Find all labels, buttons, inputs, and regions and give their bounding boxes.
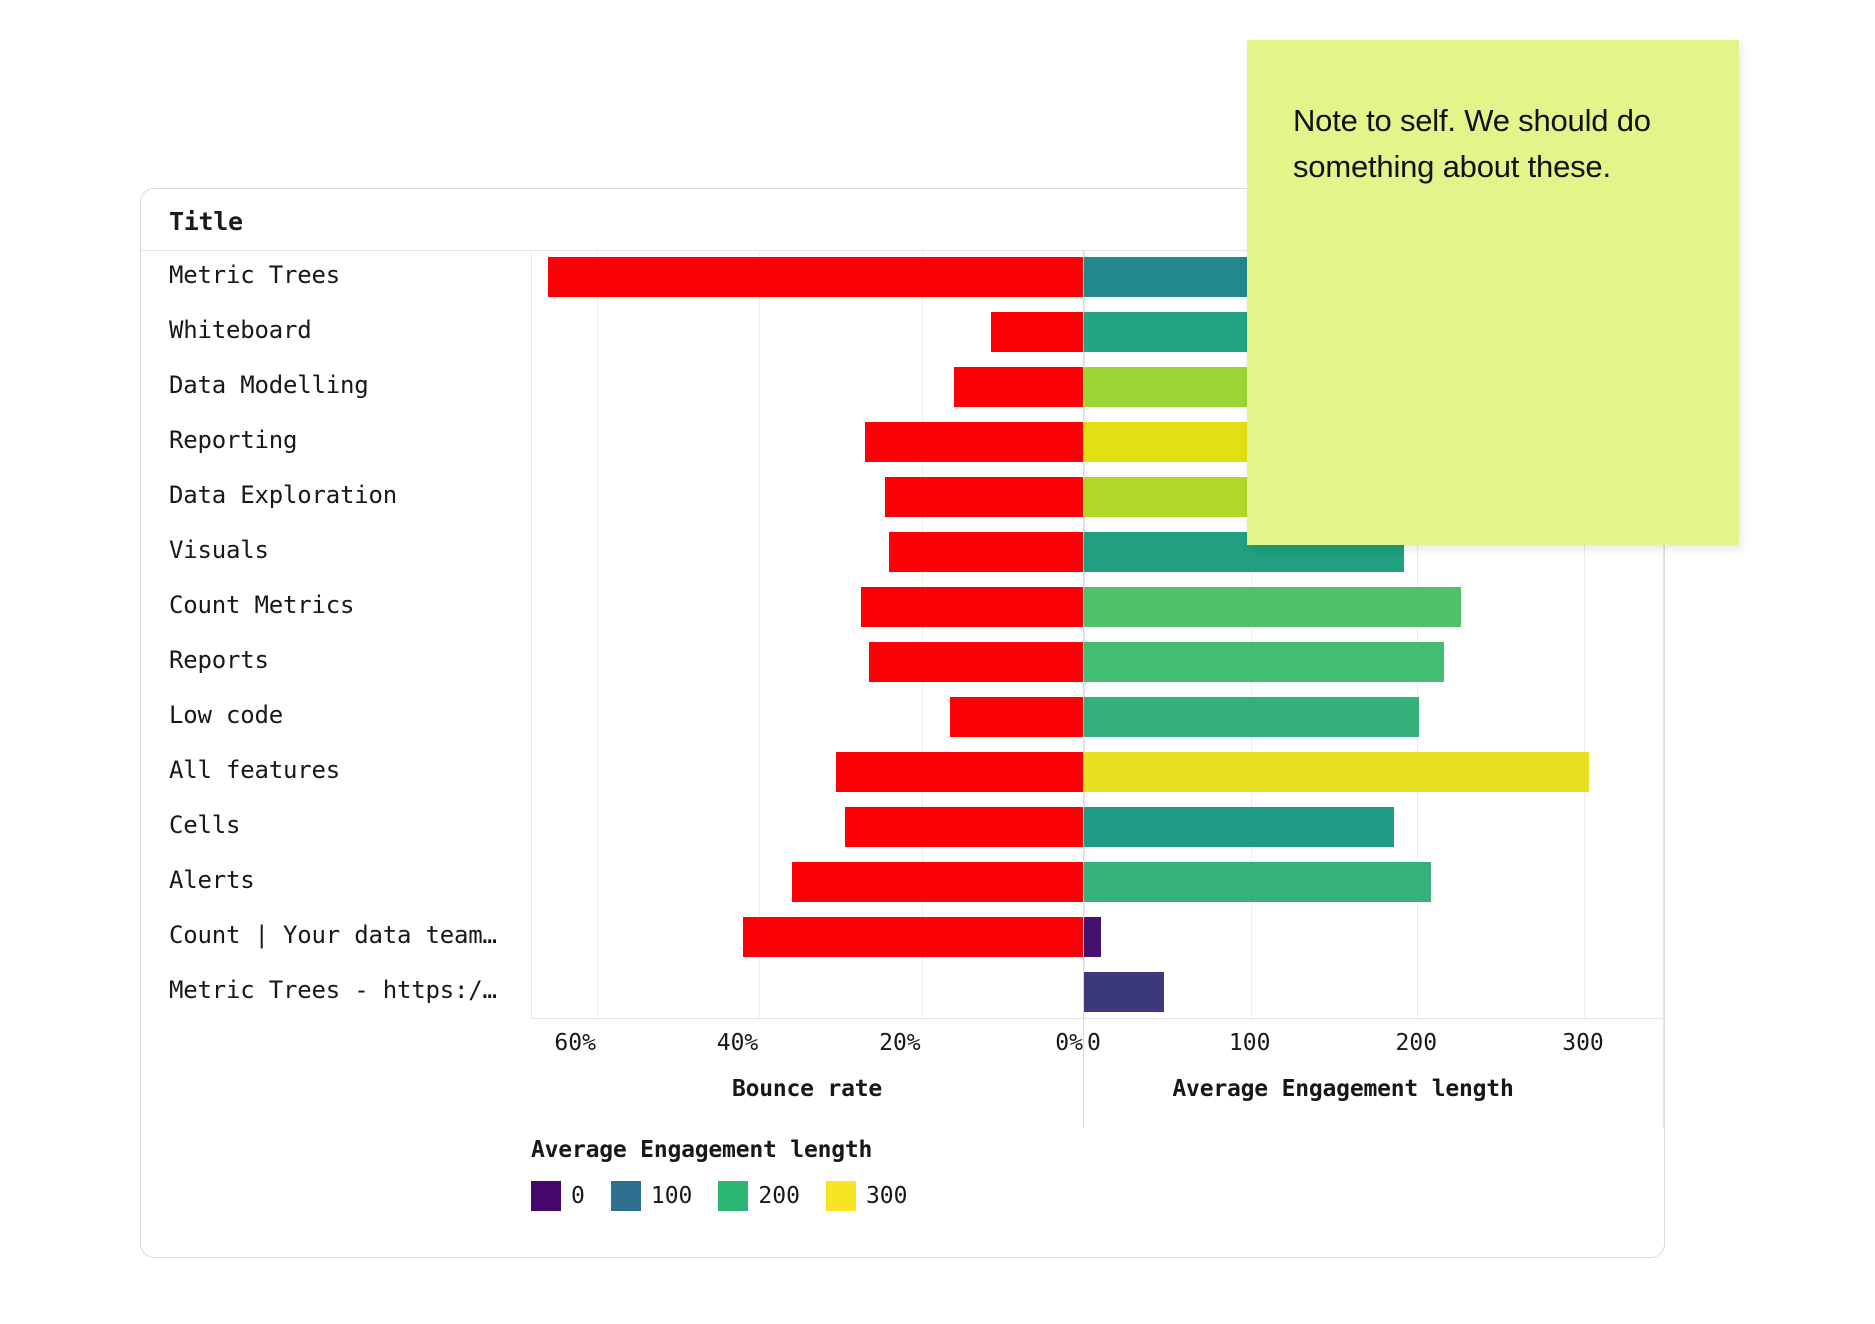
engagement-length-bar[interactable]: [1084, 257, 1271, 297]
gridline-engagement-200: [1417, 251, 1419, 1018]
engagement-length-bar[interactable]: [1084, 312, 1271, 352]
row-label[interactable]: Count Metrics: [169, 591, 355, 619]
engagement-length-bar[interactable]: [1084, 587, 1461, 627]
row-label[interactable]: Low code: [169, 701, 283, 729]
row-label[interactable]: Alerts: [169, 866, 255, 894]
engagement-length-bar[interactable]: [1084, 862, 1431, 902]
bounce-rate-bar[interactable]: [868, 642, 1084, 682]
legend-value-label: 100: [650, 1183, 693, 1209]
bounce-rate-bar[interactable]: [990, 312, 1084, 352]
bounce-rate-panel: [531, 251, 1085, 1018]
bounce-tick-label: 0%: [1055, 1030, 1083, 1056]
gridline-bounce-60: [596, 251, 598, 1018]
bounce-rate-bar[interactable]: [836, 752, 1084, 792]
row-label[interactable]: Metric Trees - https:/…: [169, 976, 497, 1004]
engagement-tick-label: 200: [1395, 1030, 1438, 1056]
axis-area: 60% 40% 20% 0% 0 100 200 300 Bounce rate Average …: [141, 251, 1664, 1128]
gridline-engagement-300: [1584, 251, 1585, 1018]
legend-item[interactable]: 300: [825, 1181, 908, 1211]
plot-area: Metric Trees Whiteboard Data Modelling Repo…: [141, 251, 1664, 1018]
colorbar-legend: Average Engagement length 0 100 200 300: [141, 1137, 1664, 1247]
engagement-length-bar[interactable]: [1084, 807, 1394, 847]
engagement-length-bar[interactable]: [1084, 752, 1589, 792]
legend-color-swatch: [825, 1181, 856, 1211]
legend-color-swatch: [531, 1181, 561, 1211]
legend-value-label: 200: [758, 1183, 800, 1209]
legend-title: Average Engagement length: [531, 1137, 873, 1163]
bounce-rate-bar[interactable]: [548, 257, 1084, 297]
gridline-engagement-100: [1250, 251, 1252, 1018]
bounce-tick-label: 60%: [554, 1030, 596, 1056]
sticky-note[interactable]: Note to self. We should do something abo…: [1247, 40, 1739, 545]
row-label[interactable]: Reporting: [169, 426, 298, 454]
engagement-tick-label: 300: [1562, 1030, 1604, 1056]
row-label[interactable]: Reports: [169, 646, 269, 674]
legend-value-label: 300: [865, 1183, 908, 1209]
engagement-length-bar[interactable]: [1084, 642, 1444, 682]
row-label[interactable]: All features: [169, 756, 340, 784]
engagement-length-bar[interactable]: [1084, 697, 1419, 737]
gridline-bounce-0: [1084, 251, 1085, 1018]
bounce-rate-bar[interactable]: [950, 697, 1084, 737]
column-header-title: Title: [169, 207, 243, 236]
bounce-rate-axis-title: Bounce rate: [731, 1076, 883, 1102]
row-label[interactable]: Metric Trees: [169, 261, 340, 289]
legend-color-swatch: [610, 1181, 641, 1211]
bounce-rate-bar[interactable]: [864, 422, 1084, 462]
row-label[interactable]: Count | Your data team…: [169, 921, 497, 949]
engagement-length-axis-title: Average Engagement length: [1172, 1076, 1514, 1102]
bounce-tick-label: 20%: [879, 1030, 921, 1056]
row-label[interactable]: Visuals: [169, 536, 269, 564]
legend-item[interactable]: 0: [531, 1181, 585, 1211]
engagement-length-panel: [1083, 251, 1604, 1018]
engagement-length-bar[interactable]: [1084, 477, 1271, 517]
engagement-length-bar[interactable]: [1084, 422, 1271, 462]
row-label[interactable]: Data Modelling: [169, 371, 369, 399]
bounce-rate-bar[interactable]: [885, 477, 1084, 517]
legend-items: 0 100 200 300: [531, 1181, 908, 1211]
row-label-column: Metric Trees Whiteboard Data Modelling Repo…: [141, 251, 531, 1018]
bounce-rate-bar[interactable]: [743, 917, 1084, 957]
table-header-row: Title: [141, 189, 1664, 251]
plot-right-border: [1663, 251, 1664, 1128]
legend-item[interactable]: 100: [610, 1181, 693, 1211]
legend-color-swatch: [718, 1181, 749, 1211]
engagement-tick-label: 0: [1087, 1030, 1101, 1056]
engagement-length-bar[interactable]: [1084, 972, 1164, 1012]
engagement-tick-label: 100: [1228, 1030, 1271, 1056]
engagement-length-bar[interactable]: [1084, 367, 1271, 407]
bounce-tick-label: 40%: [716, 1030, 759, 1056]
bounce-rate-bar[interactable]: [791, 862, 1084, 902]
bounce-rate-bar[interactable]: [844, 807, 1084, 847]
bounce-rate-bar[interactable]: [954, 367, 1084, 407]
sticky-note-text: Note to self. We should do something abo…: [1293, 103, 1651, 184]
bounce-rate-bar[interactable]: [860, 587, 1084, 627]
row-label[interactable]: Cells: [169, 811, 241, 839]
row-label[interactable]: Data Exploration: [169, 481, 397, 509]
gridline-bounce-40: [759, 251, 761, 1018]
engagement-length-bar[interactable]: [1084, 917, 1101, 957]
axis-separator: [531, 1018, 1664, 1019]
panel-divider: [1083, 251, 1084, 1128]
gridline-bounce-20: [921, 251, 923, 1018]
legend-value-label: 0: [571, 1183, 585, 1209]
row-label[interactable]: Whiteboard: [169, 316, 312, 344]
bounce-rate-bar[interactable]: [889, 532, 1084, 572]
legend-item[interactable]: 200: [718, 1181, 800, 1211]
